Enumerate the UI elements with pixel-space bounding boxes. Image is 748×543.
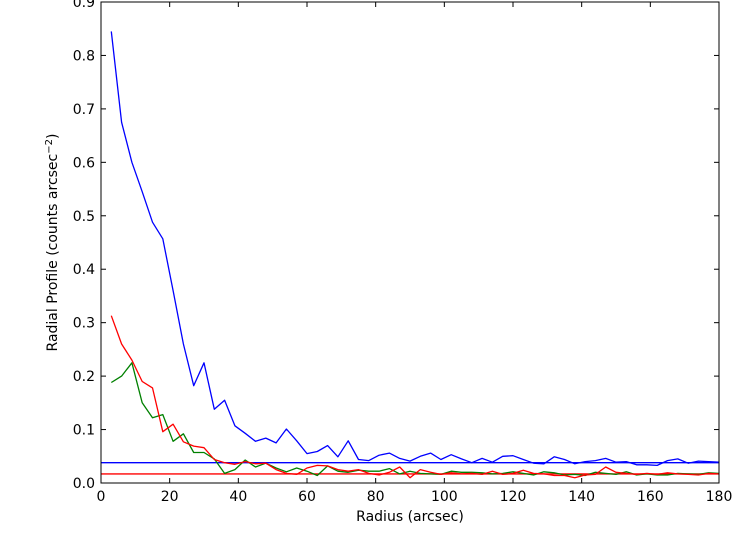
plot-frame	[100, 1, 720, 484]
x-tick-label: 20	[161, 489, 179, 505]
x-tick-label: 80	[367, 489, 385, 505]
x-tick-label: 60	[298, 489, 316, 505]
plot-area	[101, 31, 720, 479]
profile-series-3	[110, 315, 720, 479]
y-tick-label: 0.9	[73, 0, 95, 11]
y-axis-ticks: 0.0 0.1 0.2 0.3 0.4 0.5 0.6 0.7 0.8 0.9	[73, 0, 719, 492]
x-axis-label: Radius (arcsec)	[356, 509, 464, 525]
x-tick-label: 180	[706, 489, 733, 505]
y-axis-label-main: Radial Profile (counts arcsec	[45, 154, 61, 352]
y-axis-label-exponent: −2	[44, 139, 55, 154]
x-tick-label: 140	[568, 489, 595, 505]
y-tick-label: 0.3	[73, 316, 95, 332]
x-tick-label: 0	[97, 489, 106, 505]
x-tick-label: 160	[637, 489, 664, 505]
y-tick-label: 0.4	[73, 262, 95, 278]
y-tick-label: 0.6	[73, 155, 95, 171]
y-tick-label: 0.7	[73, 102, 95, 118]
x-axis-ticks: 0 20 40 60 80 100 120 140 160 180	[97, 2, 733, 505]
profile-series-1	[110, 31, 720, 467]
y-axis-label-close: )	[45, 134, 61, 139]
y-axis-label: Radial Profile (counts arcsec−2)	[44, 134, 62, 352]
x-tick-label: 120	[500, 489, 527, 505]
x-tick-label: 40	[229, 489, 247, 505]
x-tick-label: 100	[431, 489, 458, 505]
y-tick-label: 0.5	[73, 209, 95, 225]
y-tick-label: 0.1	[73, 423, 95, 439]
y-tick-label: 0.8	[73, 48, 95, 64]
y-tick-label: 0.2	[73, 369, 95, 385]
y-tick-label: 0.0	[73, 476, 95, 492]
